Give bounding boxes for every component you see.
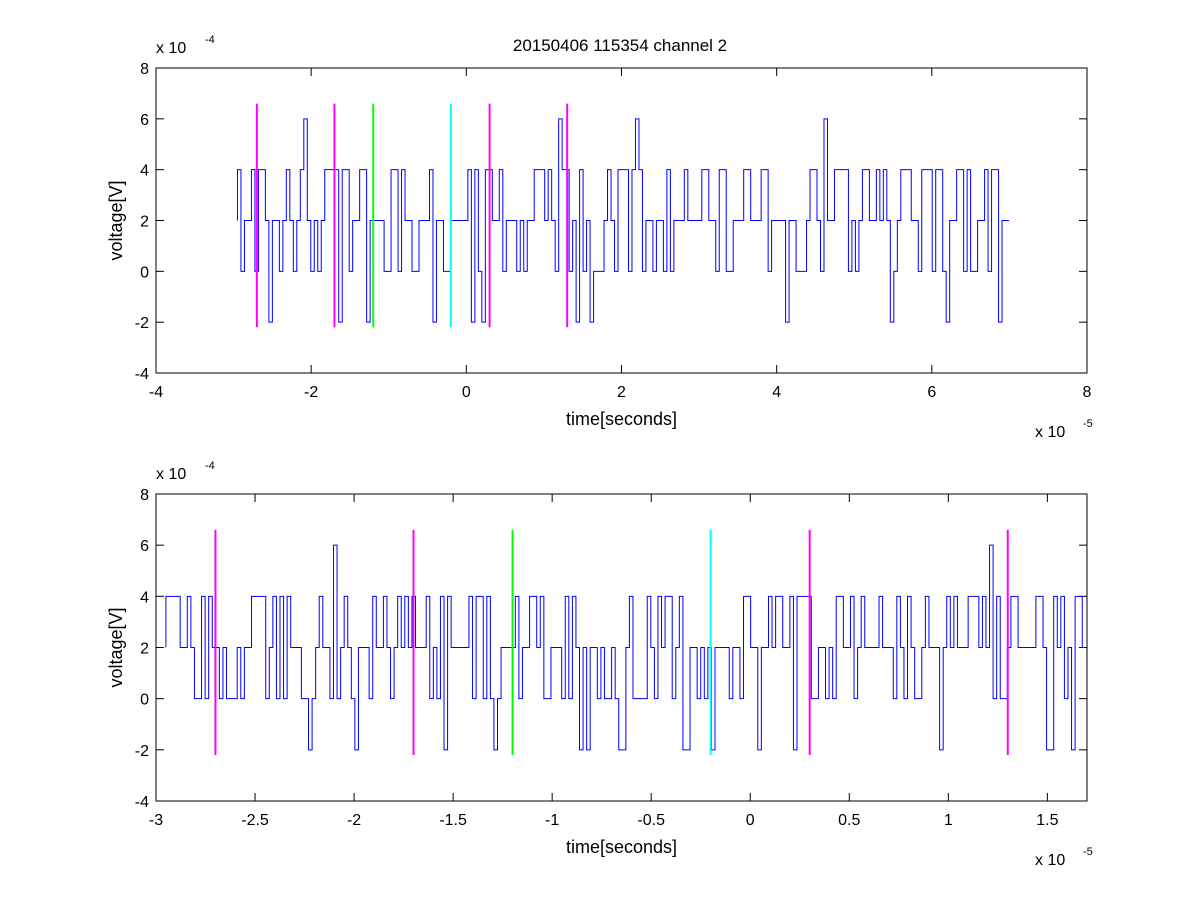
voltage-trace: [165, 544, 1086, 751]
y-axis-label: voltage[V]: [106, 180, 126, 260]
y-exponent: x 10: [156, 40, 186, 57]
figure-title: 20150406 115354 channel 2: [513, 36, 727, 55]
y-exponent-power: -4: [205, 460, 215, 472]
top-plot: -4 -2 0 2 4 6 8 -4 -2 0 2 4 6 8 time[seconds] voltage[V…: [106, 34, 1093, 441]
y-tick-label: 8: [140, 487, 149, 504]
x-tick-label: 0: [462, 384, 471, 401]
x-exponent-power: -5: [1083, 846, 1093, 858]
x-axis-label: time[seconds]: [566, 409, 677, 429]
y-tick-label: 0: [140, 692, 149, 709]
x-tick-label: -1: [545, 812, 559, 829]
y-tick-label: 4: [140, 163, 149, 180]
x-tick-label: 4: [772, 384, 781, 401]
x-tick-label: 8: [1083, 384, 1092, 401]
x-tick-label: -2: [304, 384, 318, 401]
x-tick-label: -1.5: [439, 812, 467, 829]
x-tick-label: 6: [927, 384, 936, 401]
x-exponent-power: -5: [1083, 418, 1093, 430]
x-tick-label: 1.5: [1036, 812, 1058, 829]
y-tick-label: 8: [140, 61, 149, 78]
plot-frame: [155, 67, 1088, 374]
bottom-plot: -3 -2.5 -2 -1.5 -1 -0.5 0 0.5 1 1.5 -4 -2 0 2 4 6 8 time[…: [106, 460, 1093, 869]
y-tick-label: 2: [140, 641, 149, 658]
x-tick-label: 2: [617, 384, 626, 401]
y-tick-label: 6: [140, 112, 149, 129]
y-tick-label: 6: [140, 538, 149, 555]
y-tick-label: 4: [140, 589, 149, 606]
y-exponent-power: -4: [205, 34, 215, 46]
y-axis-label: voltage[V]: [106, 607, 126, 687]
x-tick-label: 0: [746, 812, 755, 829]
voltage-trace: [236, 118, 1010, 323]
y-exponent: x 10: [156, 466, 186, 483]
y-tick-label: -2: [135, 315, 149, 332]
x-tick-label: -3: [149, 812, 163, 829]
x-axis-label: time[seconds]: [566, 837, 677, 857]
y-tick-label: -4: [135, 366, 149, 383]
x-tick-label: 0.5: [838, 812, 860, 829]
y-tick-label: -2: [135, 743, 149, 760]
x-tick-label: -2.5: [241, 812, 269, 829]
y-tick-label: 2: [140, 214, 149, 231]
y-tick-label: -4: [135, 794, 149, 811]
x-tick-label: -0.5: [637, 812, 665, 829]
x-exponent: x 10: [1035, 852, 1065, 869]
x-tick-label: 1: [944, 812, 953, 829]
y-tick-label: 0: [140, 264, 149, 281]
x-tick-label: -2: [347, 812, 361, 829]
x-exponent: x 10: [1035, 424, 1065, 441]
x-tick-label: -4: [149, 384, 163, 401]
